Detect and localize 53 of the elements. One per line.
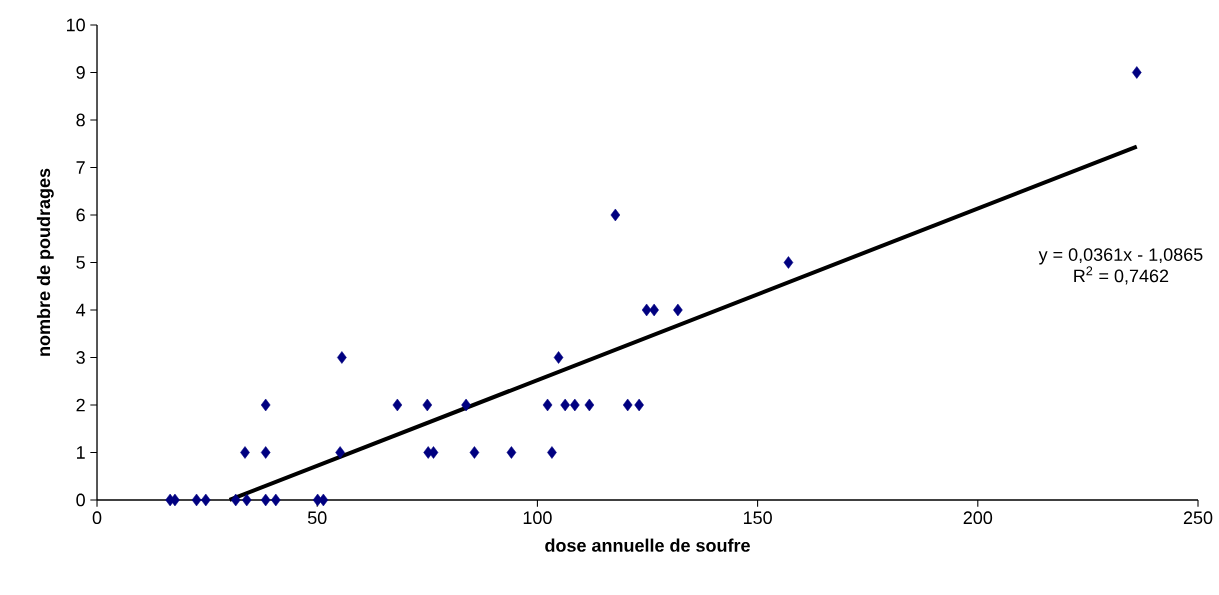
x-tick-label: 50: [307, 511, 327, 525]
point: [271, 493, 281, 507]
point: [469, 446, 480, 459]
point: [201, 493, 211, 507]
y-tick-label: 5: [76, 256, 85, 269]
x-tick-label: 150: [743, 511, 772, 525]
point: [673, 303, 683, 317]
point: [170, 493, 180, 507]
point: [241, 493, 252, 507]
y-tick-label: 8: [76, 113, 85, 127]
point: [783, 256, 794, 269]
point: [240, 446, 250, 459]
point: [553, 351, 564, 364]
point: [230, 493, 241, 507]
y-tick-label: 6: [76, 208, 85, 222]
point: [191, 493, 202, 507]
y-tick-label: 2: [76, 398, 85, 412]
x-tick-label: 250: [1183, 511, 1213, 525]
y-tick-label: 3: [76, 351, 85, 364]
point: [622, 398, 633, 412]
y-tick-label: 0: [76, 493, 85, 507]
point: [260, 446, 271, 459]
point: [422, 398, 433, 412]
annotation: R$^{2}$ = 0,7462: [1074, 266, 1169, 285]
point: [260, 398, 271, 412]
point: [634, 398, 644, 412]
point: [649, 303, 659, 317]
y-tick-label: 9: [76, 66, 85, 79]
x-tick-label: 100: [523, 511, 552, 525]
point: [337, 351, 347, 364]
x-tick-label: 200: [963, 511, 993, 525]
point: [260, 493, 271, 507]
annotation: y = 0,0361x - 1,0865: [1038, 248, 1203, 265]
x-axis-title: dose annuelle de soufre: [545, 538, 750, 552]
point: [318, 493, 329, 507]
y-tick-label: 4: [76, 303, 86, 317]
y-tick-label: 7: [76, 161, 85, 174]
y-tick-label: 1: [77, 446, 85, 459]
point: [1132, 66, 1142, 79]
y-axis-title: nombre de poudrages: [36, 168, 54, 356]
point: [641, 303, 652, 317]
point: [392, 398, 403, 412]
point: [584, 398, 595, 412]
point: [570, 398, 580, 412]
point: [610, 208, 621, 222]
point: [461, 398, 471, 412]
point: [547, 446, 557, 459]
point: [506, 446, 517, 459]
point: [542, 398, 553, 412]
point: [560, 398, 570, 412]
y-tick-label: 10: [66, 18, 85, 32]
point: [335, 446, 345, 459]
x-tick-label: 0: [92, 511, 102, 525]
